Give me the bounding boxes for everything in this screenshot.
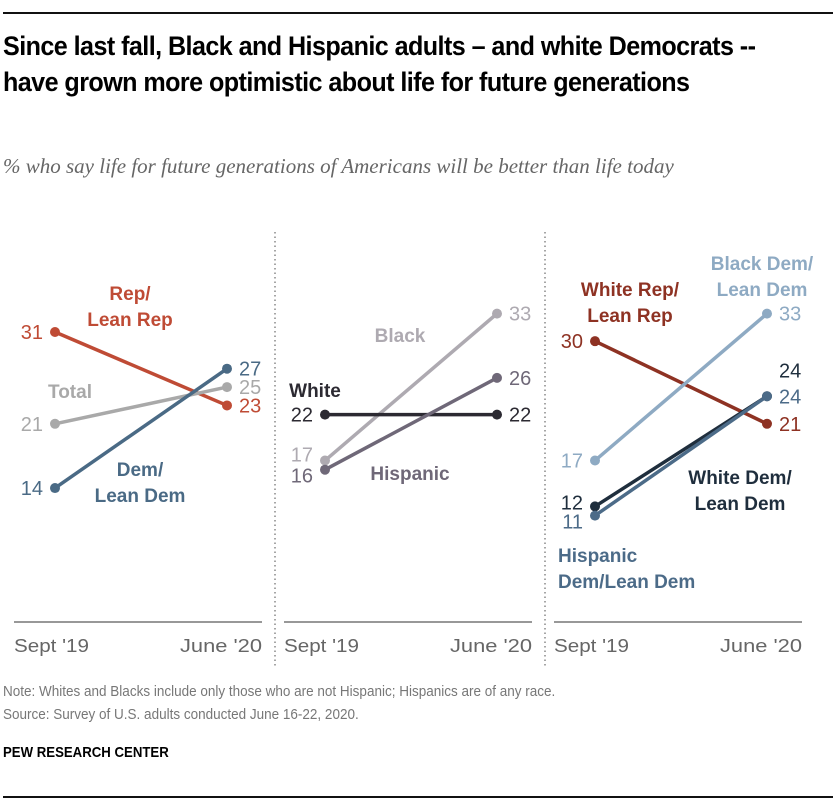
x-tick-label: Sept '19: [14, 636, 89, 656]
data-label: 21: [779, 414, 801, 436]
series-label: Total: [48, 382, 92, 403]
data-label: 27: [239, 359, 261, 381]
series-line: [323, 376, 499, 472]
series-label: Lean Dem: [717, 280, 808, 301]
series-label: Dem/Lean Dem: [558, 572, 695, 593]
data-point: [762, 418, 772, 429]
x-tick-label: Sept '19: [284, 636, 359, 656]
data-point: [50, 327, 60, 337]
data-label: 31: [21, 322, 43, 344]
series-label: Lean Dem: [95, 486, 186, 507]
series-label: White Dem/: [688, 468, 792, 489]
footnote: Note: Whites and Blacks include only tho…: [3, 680, 813, 726]
data-point: [222, 363, 232, 374]
data-point: [492, 372, 502, 383]
data-point: [50, 418, 60, 429]
series-label: Lean Rep: [87, 310, 173, 331]
data-label: 14: [21, 478, 43, 500]
data-point: [590, 455, 600, 466]
bottom-rule: [3, 796, 833, 798]
note-text: Note: Whites and Blacks include only tho…: [3, 683, 556, 700]
data-label: 26: [509, 368, 531, 390]
data-point: [320, 409, 330, 420]
data-label: 11: [562, 512, 583, 534]
data-label: 24: [779, 386, 801, 408]
series-label: White Rep/: [581, 280, 680, 301]
data-label: 12: [561, 492, 583, 514]
top-rule: [3, 12, 833, 14]
data-point: [590, 510, 600, 521]
series-label: Lean Dem: [695, 494, 786, 515]
series-line: [53, 385, 229, 426]
chart-title: Since last fall, Black and Hispanic adul…: [3, 31, 756, 97]
source-text: Source: Survey of U.S. adults conducted …: [3, 706, 359, 723]
series-label: White: [289, 381, 341, 402]
x-tick-label: Sept '19: [554, 636, 629, 656]
series-line: [323, 311, 499, 463]
data-label: 30: [561, 331, 583, 353]
series-label: Hispanic: [370, 464, 450, 485]
data-label: 16: [291, 466, 313, 488]
series-label: Dem/: [117, 460, 164, 481]
data-label: 21: [21, 414, 43, 436]
data-label: 22: [291, 405, 313, 427]
series-label: Hispanic: [558, 546, 638, 567]
data-label: 22: [509, 405, 531, 427]
data-point: [50, 483, 60, 494]
data-point: [492, 308, 502, 319]
x-tick-label: June '20: [180, 636, 262, 656]
data-label: 23: [239, 395, 261, 417]
data-label: 25: [239, 377, 261, 399]
data-label: 33: [509, 304, 531, 326]
series-line: [593, 311, 769, 463]
data-point: [762, 308, 772, 319]
data-point: [590, 336, 600, 347]
data-point: [222, 400, 232, 411]
series-line: [53, 366, 229, 490]
series-label: Lean Rep: [587, 306, 673, 327]
data-label: 33: [779, 304, 801, 326]
data-label: 17: [291, 445, 313, 467]
series-label: Rep/: [109, 284, 151, 305]
data-point: [762, 391, 772, 402]
series-label: Black: [375, 326, 426, 347]
data-point: [320, 464, 330, 475]
series-label: Black Dem/: [711, 254, 814, 275]
data-point: [222, 382, 232, 393]
x-tick-label: June '20: [450, 636, 532, 656]
data-point: [492, 409, 502, 420]
series-line: [593, 339, 769, 426]
series-line: [593, 394, 769, 518]
data-label: 24: [779, 360, 801, 382]
x-tick-label: June '20: [720, 636, 802, 656]
brand-logo-text: PEW RESEARCH CENTER: [3, 744, 169, 761]
data-point: [590, 501, 600, 512]
chart-subtitle: % who say life for future generations of…: [3, 154, 674, 178]
data-point: [320, 455, 330, 466]
data-label: 17: [561, 451, 583, 473]
